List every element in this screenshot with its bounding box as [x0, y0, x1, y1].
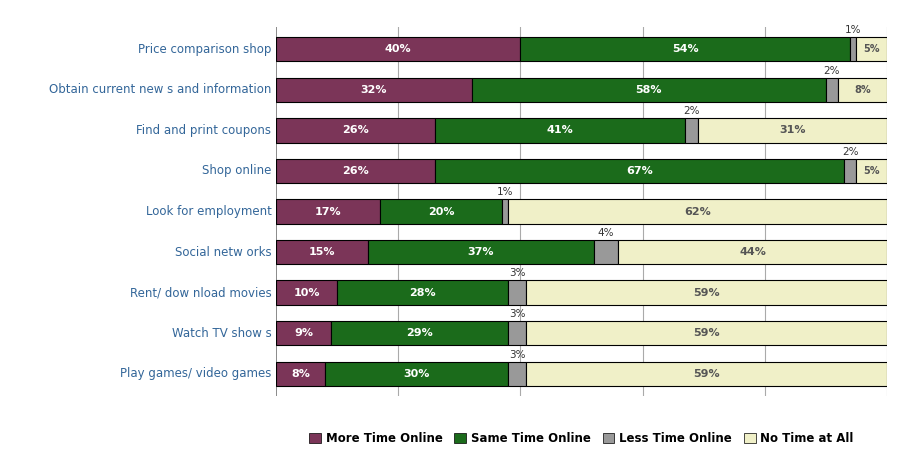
Text: 15%: 15%	[309, 247, 335, 257]
Text: 9%: 9%	[294, 328, 313, 338]
Text: Shop online: Shop online	[202, 164, 272, 177]
Text: 59%: 59%	[693, 369, 720, 379]
Text: 29%: 29%	[406, 328, 433, 338]
Text: 67%: 67%	[626, 166, 653, 176]
Bar	[856, 159, 887, 183]
Text: Obtain current new s and information: Obtain current new s and information	[49, 83, 272, 96]
Bar	[825, 78, 838, 102]
Text: Price comparison shop: Price comparison shop	[138, 43, 272, 56]
Bar	[520, 37, 851, 62]
Text: 62%: 62%	[684, 207, 711, 216]
Bar	[435, 118, 685, 143]
Bar	[380, 199, 502, 224]
Bar	[509, 361, 527, 386]
Text: Watch TV show s: Watch TV show s	[172, 327, 272, 340]
Bar	[276, 240, 367, 264]
Bar	[509, 199, 887, 224]
Bar	[276, 199, 380, 224]
Text: 10%: 10%	[293, 288, 319, 297]
Bar	[276, 159, 435, 183]
Text: 59%: 59%	[693, 288, 720, 297]
Text: 1%: 1%	[497, 187, 513, 197]
Text: 32%: 32%	[360, 85, 387, 95]
Bar	[502, 199, 509, 224]
Bar	[276, 280, 338, 305]
Text: 58%: 58%	[635, 85, 662, 95]
Text: 5%: 5%	[863, 44, 880, 54]
Legend: More Time Online, Same Time Online, Less Time Online, No Time at All: More Time Online, Same Time Online, Less…	[305, 428, 858, 450]
Text: 3%: 3%	[510, 268, 526, 279]
Text: 2%: 2%	[842, 147, 859, 157]
Text: 44%: 44%	[739, 247, 766, 257]
Text: 30%: 30%	[404, 369, 430, 379]
Text: 40%: 40%	[385, 44, 412, 54]
Bar	[276, 321, 331, 345]
Bar	[618, 240, 887, 264]
Bar	[276, 78, 472, 102]
Bar	[594, 240, 618, 264]
Bar	[527, 280, 887, 305]
Bar	[435, 159, 844, 183]
Text: 20%: 20%	[428, 207, 454, 216]
Bar	[698, 118, 887, 143]
Text: 5%: 5%	[863, 166, 880, 176]
Text: 37%: 37%	[467, 247, 494, 257]
Text: 2%: 2%	[824, 66, 840, 76]
Text: 3%: 3%	[510, 350, 526, 360]
Bar	[276, 37, 520, 62]
Text: 1%: 1%	[845, 25, 862, 35]
Text: 59%: 59%	[693, 328, 720, 338]
Bar	[325, 361, 509, 386]
Text: 4%: 4%	[597, 228, 614, 238]
Bar	[276, 118, 435, 143]
Text: 2%: 2%	[683, 106, 700, 116]
Text: 28%: 28%	[409, 288, 436, 297]
Bar	[509, 321, 527, 345]
Text: 41%: 41%	[547, 126, 574, 135]
Text: 54%: 54%	[672, 44, 699, 54]
Bar	[509, 280, 527, 305]
Text: 31%: 31%	[779, 126, 805, 135]
Text: Play games/ video games: Play games/ video games	[120, 367, 272, 380]
Text: 26%: 26%	[342, 166, 369, 176]
Bar	[844, 159, 856, 183]
Bar	[276, 361, 325, 386]
Text: 8%: 8%	[291, 369, 310, 379]
Text: Rent/ dow nload movies: Rent/ dow nload movies	[129, 286, 272, 299]
Bar	[367, 240, 594, 264]
Text: Find and print coupons: Find and print coupons	[137, 124, 272, 137]
Text: 8%: 8%	[854, 85, 871, 95]
Bar	[472, 78, 825, 102]
Bar	[527, 321, 887, 345]
Text: 17%: 17%	[315, 207, 341, 216]
Text: 3%: 3%	[510, 309, 526, 319]
Bar	[856, 37, 887, 62]
Bar	[685, 118, 698, 143]
Text: Look for employment: Look for employment	[146, 205, 272, 218]
Text: 26%: 26%	[342, 126, 369, 135]
Bar	[527, 361, 887, 386]
Bar	[838, 78, 887, 102]
Bar	[331, 321, 509, 345]
Bar	[338, 280, 509, 305]
Bar	[851, 37, 856, 62]
Text: Social netw orks: Social netw orks	[175, 246, 272, 259]
